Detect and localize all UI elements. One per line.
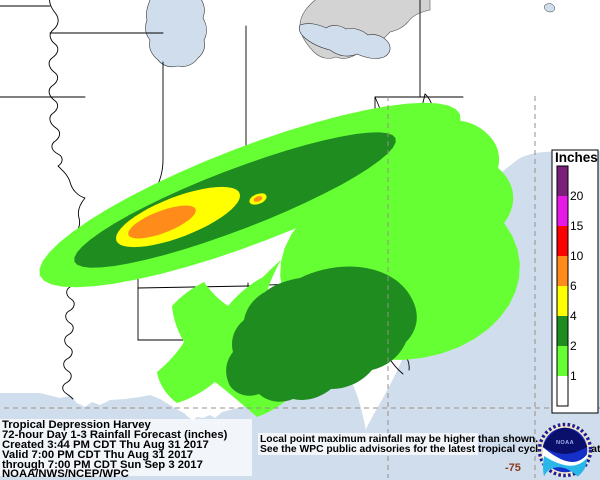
svg-text:2: 2 (570, 339, 577, 353)
svg-text:10: 10 (570, 249, 584, 263)
svg-text:Inches: Inches (555, 150, 598, 165)
svg-text:6: 6 (570, 279, 577, 293)
svg-text:15: 15 (570, 219, 584, 233)
svg-text:1: 1 (570, 369, 577, 383)
svg-text:20: 20 (570, 189, 584, 203)
svg-text:NOAA: NOAA (556, 440, 574, 446)
svg-text:4: 4 (570, 309, 577, 323)
svg-text:-75: -75 (505, 462, 521, 474)
svg-text:NOAA/NWS/NCEP/WPC: NOAA/NWS/NCEP/WPC (2, 468, 129, 480)
